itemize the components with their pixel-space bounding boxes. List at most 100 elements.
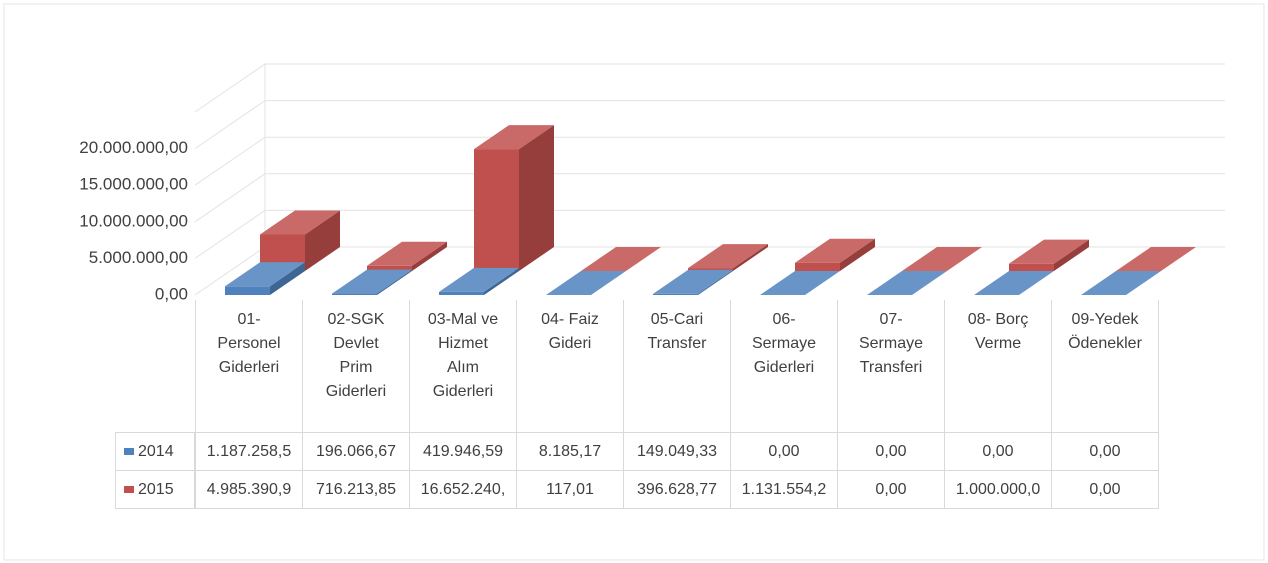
- legend-cell: 2015: [115, 470, 195, 509]
- value-cell: 716.213,85: [302, 470, 410, 509]
- bar-front: [795, 262, 840, 271]
- bar-side: [626, 246, 661, 271]
- y-tick-label: 5.000.000,00: [89, 248, 188, 267]
- legend-key: [124, 448, 134, 456]
- grid-line: [194, 136, 1225, 186]
- y-tick-label: 20.000.000,00: [79, 138, 188, 157]
- value-cell: 0,00: [944, 432, 1052, 471]
- value-cell: 1.131.554,2: [730, 470, 838, 509]
- bar: [474, 125, 554, 271]
- bar-front: [688, 268, 733, 271]
- bar-front: [1009, 263, 1054, 271]
- bar: [367, 241, 447, 271]
- value-cell: 396.628,77: [623, 470, 731, 509]
- bar: [867, 271, 947, 295]
- bar-top: [260, 210, 340, 235]
- value-cell: 0,00: [1051, 470, 1159, 509]
- bar: [225, 262, 305, 295]
- bar-top: [367, 241, 447, 266]
- table-edge: [1158, 300, 1159, 432]
- category-label: 04- Faiz Gideri: [516, 300, 623, 432]
- bar-front: [474, 149, 519, 271]
- value-cell: 1.187.258,5: [195, 432, 303, 471]
- grid-line: [194, 100, 1225, 150]
- bar-top: [439, 267, 519, 292]
- bar-side: [305, 210, 340, 271]
- value-cell: 149.049,33: [623, 432, 731, 471]
- legend-cell: 2014: [115, 432, 195, 471]
- value-cell: 8.185,17: [516, 432, 624, 471]
- bar-front: [653, 293, 698, 295]
- value-cell: 0,00: [837, 470, 945, 509]
- frame: [3, 3, 1265, 561]
- value-cell: 4.985.390,9: [195, 470, 303, 509]
- bar: [1009, 239, 1089, 271]
- value-cell: 1.000.000,0: [944, 470, 1052, 509]
- bar-top: [474, 125, 554, 150]
- bar: [581, 246, 661, 271]
- bar-side: [484, 267, 519, 295]
- bar: [795, 238, 875, 271]
- bar-side: [412, 241, 447, 271]
- bar-top: [332, 269, 412, 294]
- category-label: 01- Personel Giderleri: [195, 300, 302, 432]
- bar-top: [902, 247, 982, 271]
- bar-top: [653, 269, 733, 294]
- bar: [902, 247, 982, 271]
- y-tick-label: 15.000.000,00: [79, 175, 188, 194]
- value-cell: 0,00: [1051, 432, 1159, 471]
- bar: [260, 210, 340, 271]
- bar-front: [225, 286, 270, 295]
- y-tick-label: 0,00: [155, 284, 188, 303]
- category-label: 05-Cari Transfer: [623, 300, 730, 432]
- bar-top: [760, 271, 840, 295]
- category-label: 07- Sermaye Transferi: [837, 300, 944, 432]
- bar-top: [1116, 247, 1196, 271]
- bar-side: [698, 269, 733, 295]
- wall-top: [194, 63, 266, 113]
- bar: [760, 271, 840, 295]
- bar-side: [1054, 239, 1089, 271]
- bar-top: [867, 271, 947, 295]
- legend-label: 2015: [138, 481, 174, 498]
- bar-top: [581, 246, 661, 271]
- bar-front: [367, 265, 412, 271]
- bar-side: [270, 262, 305, 295]
- value-cell: 419.946,59: [409, 432, 517, 471]
- bar-side: [591, 270, 626, 295]
- legend-key: [124, 486, 134, 494]
- value-cell: 0,00: [730, 432, 838, 471]
- bar-side: [733, 244, 768, 271]
- bar-top: [974, 271, 1054, 295]
- bar: [1081, 271, 1161, 295]
- bar-top: [225, 262, 305, 287]
- bar: [439, 267, 519, 295]
- category-label: 06- Sermaye Giderleri: [730, 300, 837, 432]
- bar: [974, 271, 1054, 295]
- value-cell: 117,01: [516, 470, 624, 509]
- category-label: 08- Borç Verme: [944, 300, 1051, 432]
- bar: [653, 269, 733, 295]
- bar-top: [795, 238, 875, 263]
- bar: [688, 244, 768, 271]
- bar-top: [546, 270, 626, 295]
- bar-side: [519, 125, 554, 271]
- category-label: 09-Yedek Ödenekler: [1051, 300, 1158, 432]
- bar-top: [688, 244, 768, 269]
- bar-front: [439, 291, 484, 295]
- grid-line: [194, 173, 1225, 223]
- bar: [546, 270, 626, 295]
- bar-side: [377, 269, 412, 295]
- value-cell: 196.066,67: [302, 432, 410, 471]
- bar-top: [1009, 239, 1089, 264]
- legend-label: 2014: [138, 443, 174, 460]
- y-tick-label: 10.000.000,00: [79, 211, 188, 230]
- category-label: 03-Mal ve Hizmet Alım Giderleri: [409, 300, 516, 432]
- value-cell: 0,00: [837, 432, 945, 471]
- category-label: 02-SGK Devlet Prim Giderleri: [302, 300, 409, 432]
- bar-front: [332, 293, 377, 295]
- bar-side: [840, 238, 875, 271]
- bar: [1116, 247, 1196, 271]
